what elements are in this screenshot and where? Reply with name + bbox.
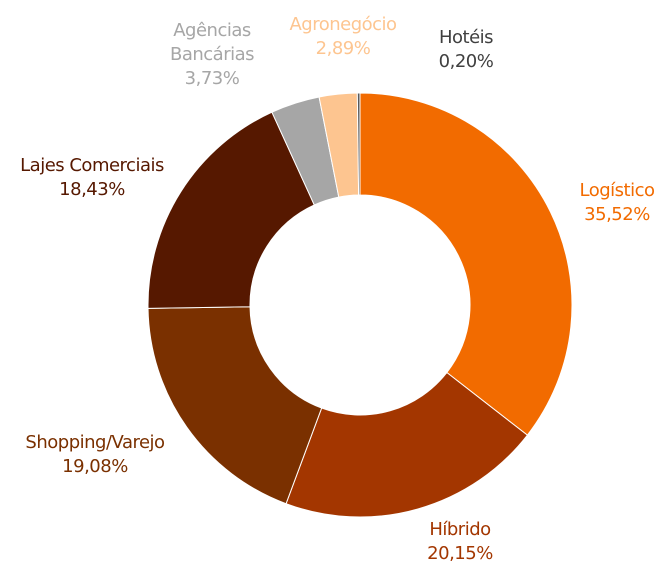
donut-slice xyxy=(359,92,573,436)
value-label: 20,15% xyxy=(427,543,493,564)
value-label: 35,52% xyxy=(584,204,650,225)
donut-slice xyxy=(147,306,323,505)
donut-slice xyxy=(356,92,361,196)
category-label: Shopping/Varejo xyxy=(25,432,165,453)
value-label: 3,73% xyxy=(184,68,240,89)
donut-slice xyxy=(285,371,529,518)
category-label: Logístico xyxy=(579,180,656,201)
value-label: 0,20% xyxy=(438,51,494,72)
category-label: Agronegócio xyxy=(289,14,397,35)
category-label: Híbrido xyxy=(429,519,491,540)
category-label: Lajes Comerciais xyxy=(20,155,164,176)
data-label: Hotéis 0,20% xyxy=(439,26,494,74)
value-label: 2,89% xyxy=(315,38,371,59)
data-label: Lajes Comerciais 18,43% xyxy=(20,154,164,202)
data-label: Agronegócio 2,89% xyxy=(289,13,397,61)
category-label: Hotéis xyxy=(438,27,494,48)
category-label: Agências Bancárias xyxy=(169,20,255,65)
data-label: Logístico 35,52% xyxy=(579,179,656,227)
value-label: 18,43% xyxy=(59,179,125,200)
donut-slice xyxy=(147,111,315,309)
data-label: Shopping/Varejo 19,08% xyxy=(25,431,165,479)
data-label: Híbrido 20,15% xyxy=(427,518,493,566)
value-label: 19,08% xyxy=(62,456,128,477)
data-label: Agências Bancárias 3,73% xyxy=(157,19,267,91)
